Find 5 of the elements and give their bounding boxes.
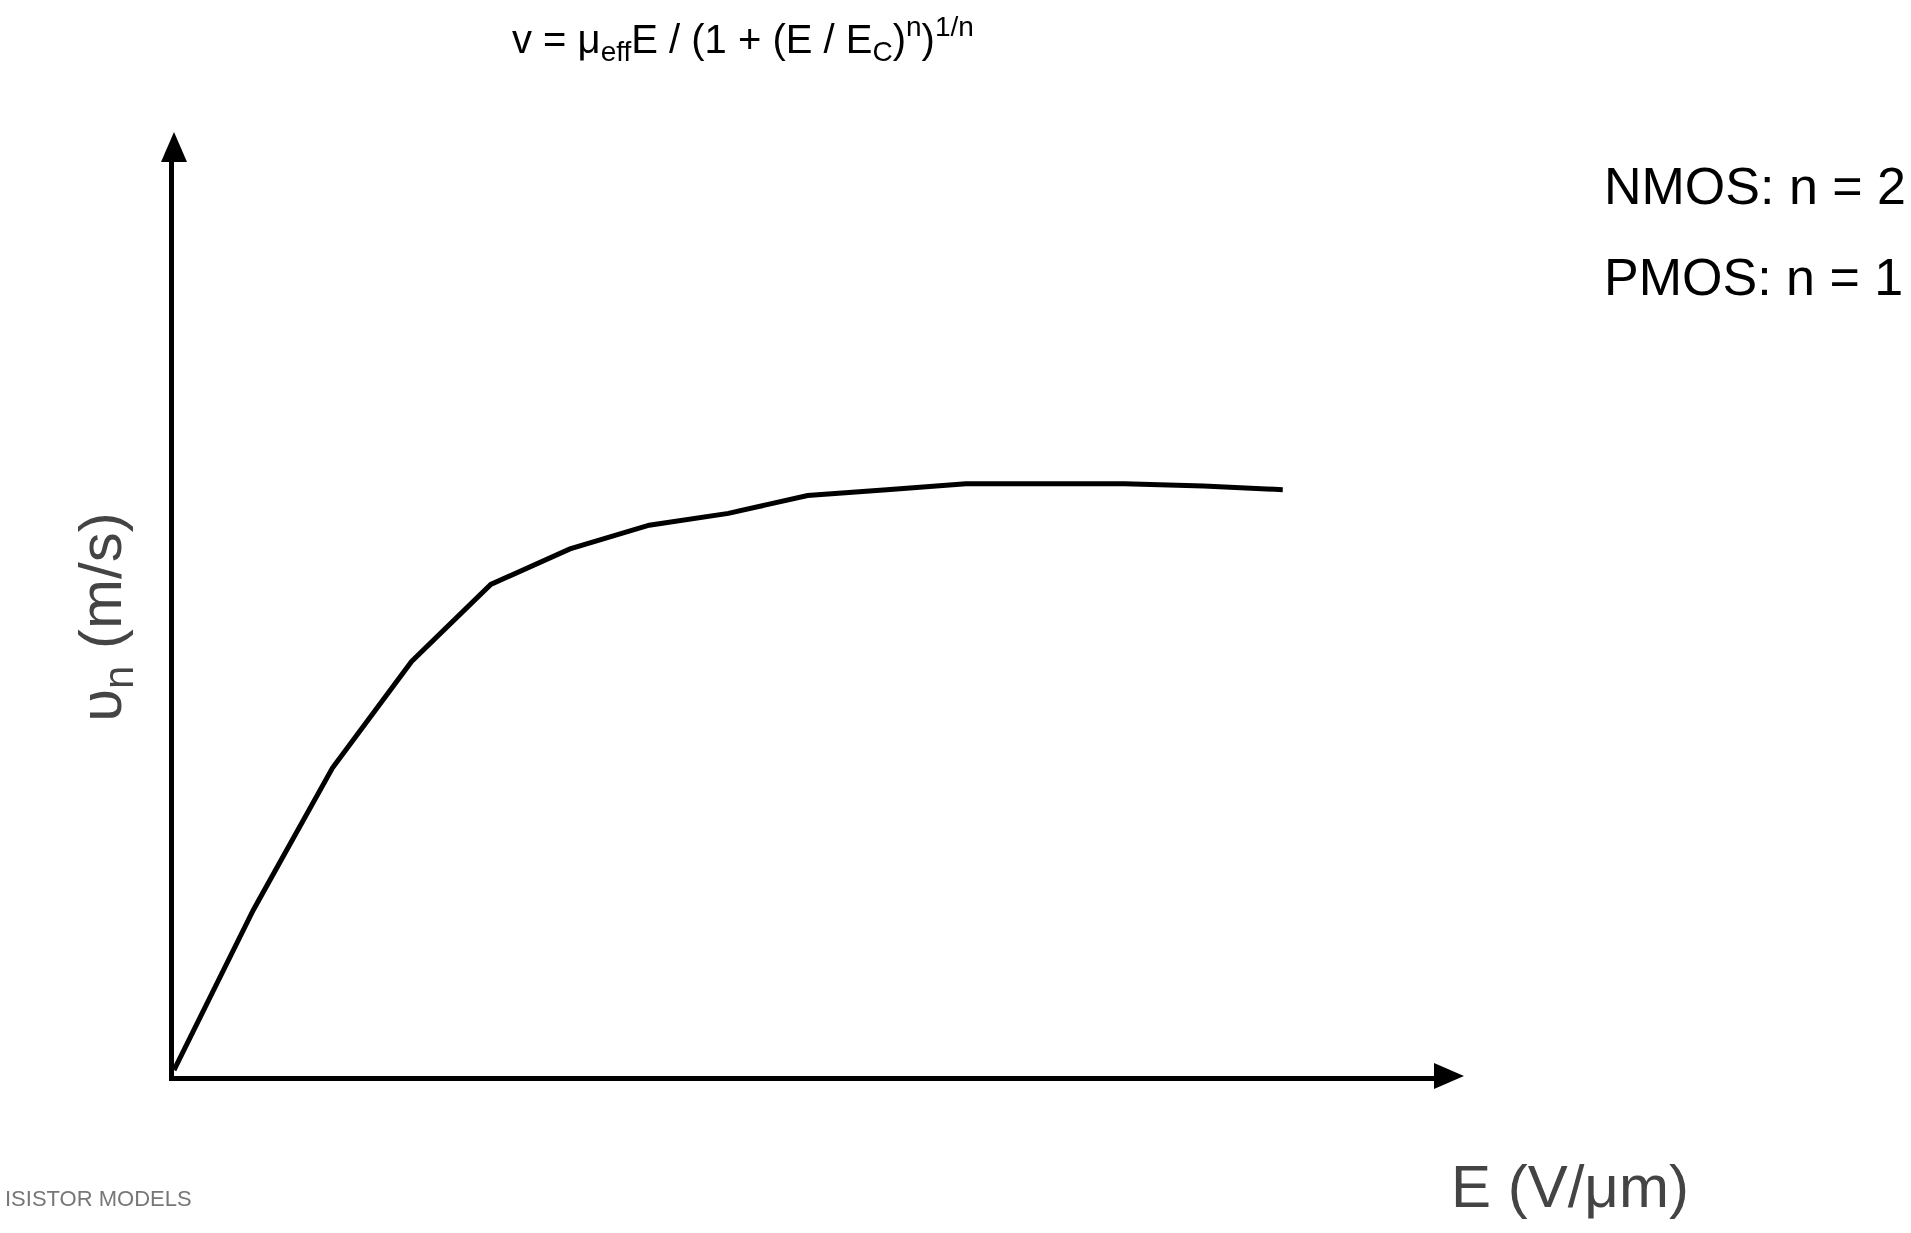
text: v = μ$_{eff}$E / (1 + (E / E$_{C}$)$^{n}$)$^{1/n}$: [512, 11, 974, 68]
text: ISISTOR MODELS: [5, 1186, 192, 1211]
text: PMOS: n = 1: [1604, 248, 1904, 306]
text: NMOS: n = 2: [1604, 157, 1906, 215]
x-axis-title: E (V/μm): [1451, 1153, 1689, 1220]
